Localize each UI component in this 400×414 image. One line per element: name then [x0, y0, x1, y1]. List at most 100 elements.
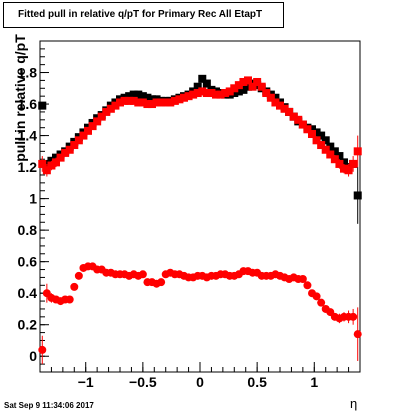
data-point — [152, 98, 161, 107]
data-point — [138, 92, 147, 101]
data-point — [134, 90, 143, 99]
data-point — [308, 125, 316, 134]
data-point — [298, 120, 307, 129]
data-point — [340, 158, 348, 167]
data-point — [340, 164, 348, 173]
data-point — [239, 85, 248, 94]
series-2-markers — [38, 262, 362, 365]
data-point — [148, 100, 156, 109]
data-point — [93, 117, 102, 126]
data-point — [230, 89, 239, 98]
data-point — [294, 115, 303, 124]
data-point — [321, 145, 330, 154]
data-point — [184, 92, 193, 101]
x-tick-label: 0.5 — [247, 374, 267, 390]
data-point — [298, 275, 307, 284]
data-point — [335, 159, 344, 168]
y-tick-label: 0 — [29, 348, 37, 364]
data-point — [266, 93, 275, 102]
data-point — [253, 77, 262, 86]
data-point — [202, 79, 211, 88]
data-point — [47, 161, 56, 170]
data-point — [38, 159, 47, 168]
data-point — [56, 153, 65, 162]
data-point — [289, 112, 298, 121]
data-point — [148, 95, 156, 104]
data-point — [157, 98, 166, 107]
data-point — [38, 345, 47, 354]
data-point — [344, 166, 353, 175]
data-point — [134, 98, 143, 107]
x-axis-label: η — [350, 396, 358, 411]
data-point — [97, 112, 106, 121]
data-point — [88, 122, 97, 131]
data-point — [125, 92, 134, 101]
data-point — [335, 152, 344, 161]
data-point — [161, 98, 170, 107]
data-point — [52, 158, 60, 167]
data-point — [65, 145, 74, 154]
data-point — [70, 282, 79, 291]
data-point — [42, 166, 51, 175]
series-0-markers — [38, 74, 362, 224]
y-tick-label: 1.6 — [18, 96, 38, 112]
data-point — [248, 82, 257, 91]
data-point — [116, 98, 124, 107]
data-point — [198, 87, 207, 96]
data-point — [317, 131, 326, 140]
data-point — [326, 150, 335, 159]
data-point — [84, 126, 92, 135]
data-point — [353, 191, 362, 200]
data-point — [234, 81, 243, 90]
x-tick-label: −0.5 — [129, 374, 157, 390]
data-point — [244, 82, 252, 91]
x-tick-label: 1 — [310, 374, 318, 390]
data-point — [308, 129, 316, 138]
data-point — [202, 89, 211, 98]
data-point — [330, 155, 339, 164]
data-point — [138, 270, 147, 279]
series-1-markers — [38, 76, 362, 177]
data-point — [207, 89, 216, 98]
data-point — [138, 98, 147, 107]
data-point — [38, 101, 47, 110]
x-tick-label: −1 — [78, 374, 94, 390]
data-point — [312, 136, 321, 145]
data-point — [303, 125, 312, 134]
data-point — [193, 89, 202, 98]
data-point — [280, 104, 289, 113]
data-point — [317, 141, 326, 150]
data-point — [330, 147, 339, 156]
data-point — [111, 101, 120, 110]
data-point — [193, 82, 202, 91]
data-point — [271, 93, 280, 102]
data-point — [102, 107, 111, 116]
data-point — [120, 96, 129, 105]
data-point — [271, 98, 280, 107]
data-point — [221, 89, 230, 98]
data-point — [349, 159, 358, 168]
data-point — [230, 84, 239, 93]
data-markers — [38, 74, 362, 365]
data-point — [353, 330, 362, 339]
data-point — [225, 87, 234, 96]
y-tick-label: 0.8 — [18, 222, 38, 238]
data-point — [70, 141, 79, 150]
data-point — [129, 90, 138, 99]
x-axis-ticks: −1 −0.5 0 0.5 1 — [50, 362, 350, 390]
y-tick-label: 1.2 — [18, 159, 38, 175]
data-point — [180, 93, 188, 102]
y-axis-label: pull in relative q/pT — [12, 34, 28, 162]
data-point — [129, 96, 138, 105]
y-tick-label: 0.6 — [18, 254, 38, 270]
data-point — [212, 90, 220, 99]
data-point — [143, 100, 152, 109]
data-point — [74, 136, 83, 145]
x-tick-label: 0 — [196, 374, 204, 390]
data-point — [321, 136, 330, 145]
data-point — [234, 87, 243, 96]
data-point — [216, 90, 225, 99]
data-point — [79, 131, 88, 140]
data-point — [175, 95, 184, 104]
